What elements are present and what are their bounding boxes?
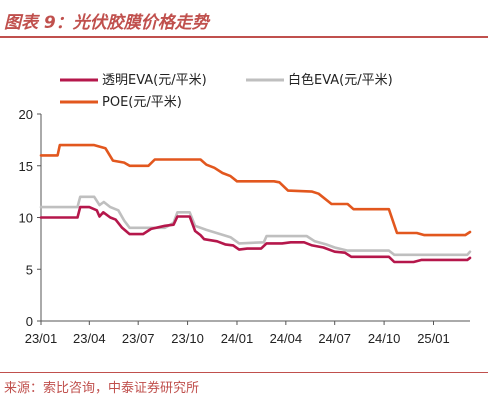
series-layer xyxy=(39,143,472,264)
y-tick-label: 10 xyxy=(19,211,33,226)
series-line-1 xyxy=(39,195,472,257)
y-tick-label: 5 xyxy=(26,262,33,277)
x-tick-label: 24/01 xyxy=(221,331,254,346)
legend-label-2: POE(元/平米) xyxy=(102,95,182,110)
x-tick-label: 25/01 xyxy=(417,331,450,346)
x-tick-label: 23/04 xyxy=(73,331,106,346)
x-tick-label: 24/07 xyxy=(318,331,351,346)
series-line-0 xyxy=(39,205,472,264)
y-tick-label: 20 xyxy=(19,107,33,122)
legend-label-1: 白色EVA(元/平米) xyxy=(288,72,393,88)
source-divider xyxy=(0,372,488,373)
page-title: 图表 9：光伏胶膜价格走势 xyxy=(4,13,209,33)
axes: 0 5 10 15 20 23/01 23/04 23/07 23/10 24/01 24/04 24… xyxy=(19,107,470,346)
legend-label-0: 透明EVA(元/平米) xyxy=(102,73,207,88)
x-tick-label: 23/07 xyxy=(122,331,155,346)
x-tick-label: 23/01 xyxy=(25,331,58,346)
y-tick-label: 0 xyxy=(26,314,33,329)
x-tick-label: 24/10 xyxy=(368,331,401,346)
title-divider xyxy=(0,36,488,38)
series-line-2 xyxy=(39,143,472,237)
y-tick-label: 15 xyxy=(19,159,33,174)
line-chart: 透明EVA(元/平米) 白色EVA(元/平米) POE(元/平米) 0 5 10 15 20… xyxy=(19,72,472,346)
title-bar: 图表 9：光伏胶膜价格走势 xyxy=(0,0,488,38)
x-tick-label: 23/10 xyxy=(171,331,204,346)
x-tick-label: 24/04 xyxy=(270,331,303,346)
source-note: 来源：索比咨询，中泰证券研究所 xyxy=(4,381,200,396)
legend: 透明EVA(元/平米) 白色EVA(元/平米) POE(元/平米) xyxy=(60,72,393,110)
